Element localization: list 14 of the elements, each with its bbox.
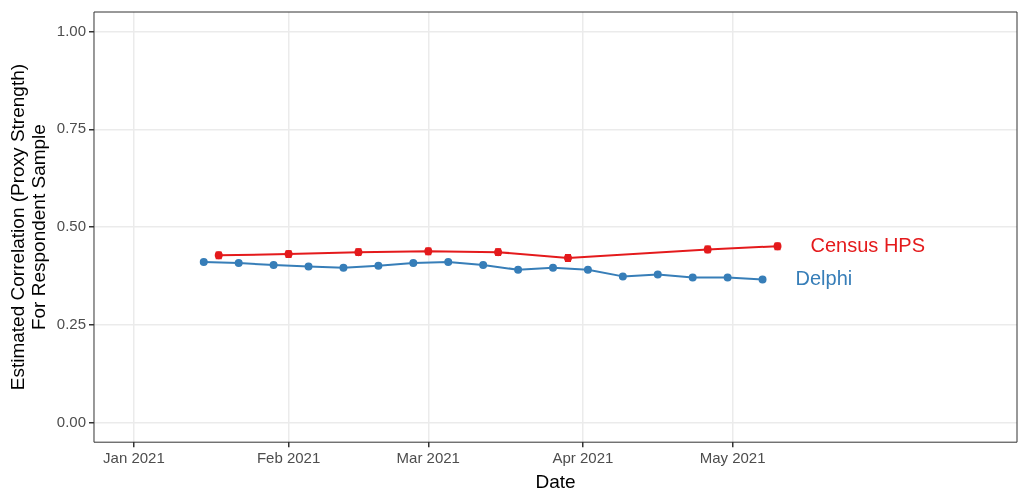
x-tick-label: Mar 2021	[396, 449, 460, 467]
y-tick-label: 0.75	[56, 119, 86, 137]
x-tick-label: Apr 2021	[552, 449, 614, 467]
y-tick-label: 1.00	[56, 21, 86, 39]
y-axis-title: Estimated Correlation (Proxy Strength) For Respondent Sample	[6, 63, 49, 391]
y-tick-label: 0.00	[56, 412, 86, 430]
x-tick-label: May 2021	[699, 449, 766, 467]
x-tick-label: Jan 2021	[103, 449, 165, 467]
x-tick-label: Feb 2021	[256, 449, 321, 467]
y-tick-label: 0.25	[56, 315, 86, 333]
x-axis-title: Date	[535, 470, 576, 492]
y-tick-label: 0.50	[56, 217, 86, 235]
series-label: Delphi	[795, 267, 853, 290]
series-label: Census HPS	[810, 233, 926, 256]
